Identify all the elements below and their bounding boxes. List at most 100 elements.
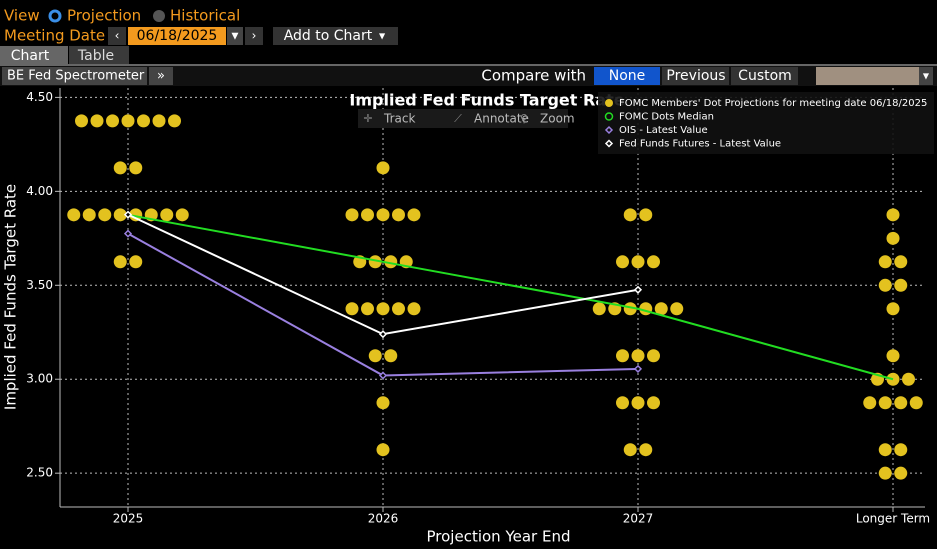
compare-none[interactable] (594, 67, 660, 85)
dot (647, 255, 660, 269)
add-to-chart-button[interactable] (273, 27, 398, 45)
legend-swatch (605, 99, 613, 107)
compare-label: Compare with (481, 67, 586, 85)
dot (616, 349, 629, 363)
chart-tools (358, 109, 568, 128)
view-label: View (4, 7, 40, 25)
dot (616, 396, 629, 410)
dot (631, 396, 645, 410)
y-axis-label: Implied Fed Funds Target Rate (2, 184, 20, 410)
tool-button[interactable]: Annotate (474, 112, 529, 126)
expand-button[interactable] (149, 67, 173, 85)
date-dropdown[interactable] (227, 27, 243, 45)
compare-option[interactable]: Custom (738, 68, 792, 84)
legend (598, 92, 934, 154)
dropdown-icon: ▼ (379, 32, 386, 41)
custom-field[interactable] (816, 67, 919, 85)
add-to-chart-label[interactable]: Add to Chart (284, 28, 373, 44)
dot (129, 255, 143, 269)
series-line (127, 213, 894, 381)
dot (392, 208, 405, 222)
dot (392, 302, 405, 316)
prev-button[interactable] (108, 27, 126, 45)
dot (175, 208, 189, 222)
tab[interactable] (69, 46, 129, 64)
custom-dropdown[interactable] (919, 67, 933, 85)
dot (639, 443, 653, 457)
y-tick-label: 2.50 (26, 466, 53, 480)
radio-off[interactable] (153, 10, 165, 22)
date-field[interactable] (128, 27, 226, 45)
tab-label[interactable]: Table (77, 48, 114, 64)
legend-swatch (604, 125, 614, 135)
dot (152, 114, 166, 128)
dot (654, 302, 668, 316)
meeting-date-label: Meeting Date (4, 27, 105, 45)
dot (345, 302, 359, 316)
dot (82, 208, 96, 222)
expand-icon: » (157, 69, 165, 84)
dot (376, 161, 390, 175)
legend-label: FOMC Members' Dot Projections for meetin… (619, 98, 927, 109)
tab-label[interactable]: Chart (11, 48, 50, 64)
next-icon: › (252, 29, 257, 43)
dot (376, 396, 390, 410)
dot (894, 443, 908, 457)
dropdown-icon: ▼ (923, 72, 930, 81)
dot (647, 396, 660, 410)
dot (592, 302, 606, 316)
tool-button[interactable]: Zoom (540, 112, 575, 126)
panel-button[interactable] (2, 67, 147, 85)
legend-swatch (604, 112, 614, 121)
dropdown-icon: ▼ (232, 32, 239, 42)
dot (137, 114, 150, 128)
dot (113, 255, 127, 269)
y-tick-label: 4.00 (26, 184, 53, 198)
dot (129, 161, 143, 175)
dot (160, 208, 174, 222)
tool-icon: ⟋ (454, 112, 462, 125)
dot (361, 302, 374, 316)
tool-icon: ✛ (363, 112, 372, 125)
point (378, 330, 388, 339)
compare-option[interactable]: Previous (666, 68, 725, 84)
tool-button[interactable]: Track (383, 112, 415, 126)
legend-label: OIS - Latest Value (619, 125, 708, 136)
dot (121, 114, 135, 128)
x-axis-label: Projection Year End (427, 528, 571, 546)
y-tick-label: 3.50 (26, 278, 53, 292)
date-value[interactable]: 06/18/2025 (137, 28, 218, 44)
dot (670, 302, 684, 316)
compare-previous[interactable] (662, 67, 729, 85)
dot (384, 255, 398, 269)
point (633, 285, 643, 294)
next-button[interactable] (245, 27, 263, 45)
dot (894, 466, 908, 480)
dot (878, 278, 892, 292)
point (123, 210, 133, 219)
tool-icon: ⚲ (520, 112, 528, 125)
compare-custom[interactable] (731, 67, 798, 85)
tab-rule (0, 64, 937, 66)
y-tick-label: 4.50 (26, 90, 53, 104)
legend-label: Fed Funds Futures - Latest Value (619, 139, 781, 150)
dot (368, 349, 382, 363)
dot (376, 302, 390, 316)
radio-label[interactable]: Projection (67, 7, 141, 25)
radio-label[interactable]: Historical (170, 7, 240, 25)
dot (878, 396, 892, 410)
dot (902, 372, 915, 386)
tab-active[interactable] (0, 46, 68, 64)
dot (639, 208, 653, 222)
dot (106, 114, 119, 128)
legend-label: FOMC Dots Median (619, 112, 714, 123)
compare-option[interactable]: None (609, 68, 646, 84)
radio-on[interactable] (48, 9, 62, 23)
dot (878, 255, 892, 269)
dot (878, 466, 892, 480)
panel-button-label[interactable]: BE Fed Spectrometer (7, 69, 145, 84)
dot (886, 231, 900, 245)
dot (631, 349, 645, 363)
dot (886, 208, 900, 222)
